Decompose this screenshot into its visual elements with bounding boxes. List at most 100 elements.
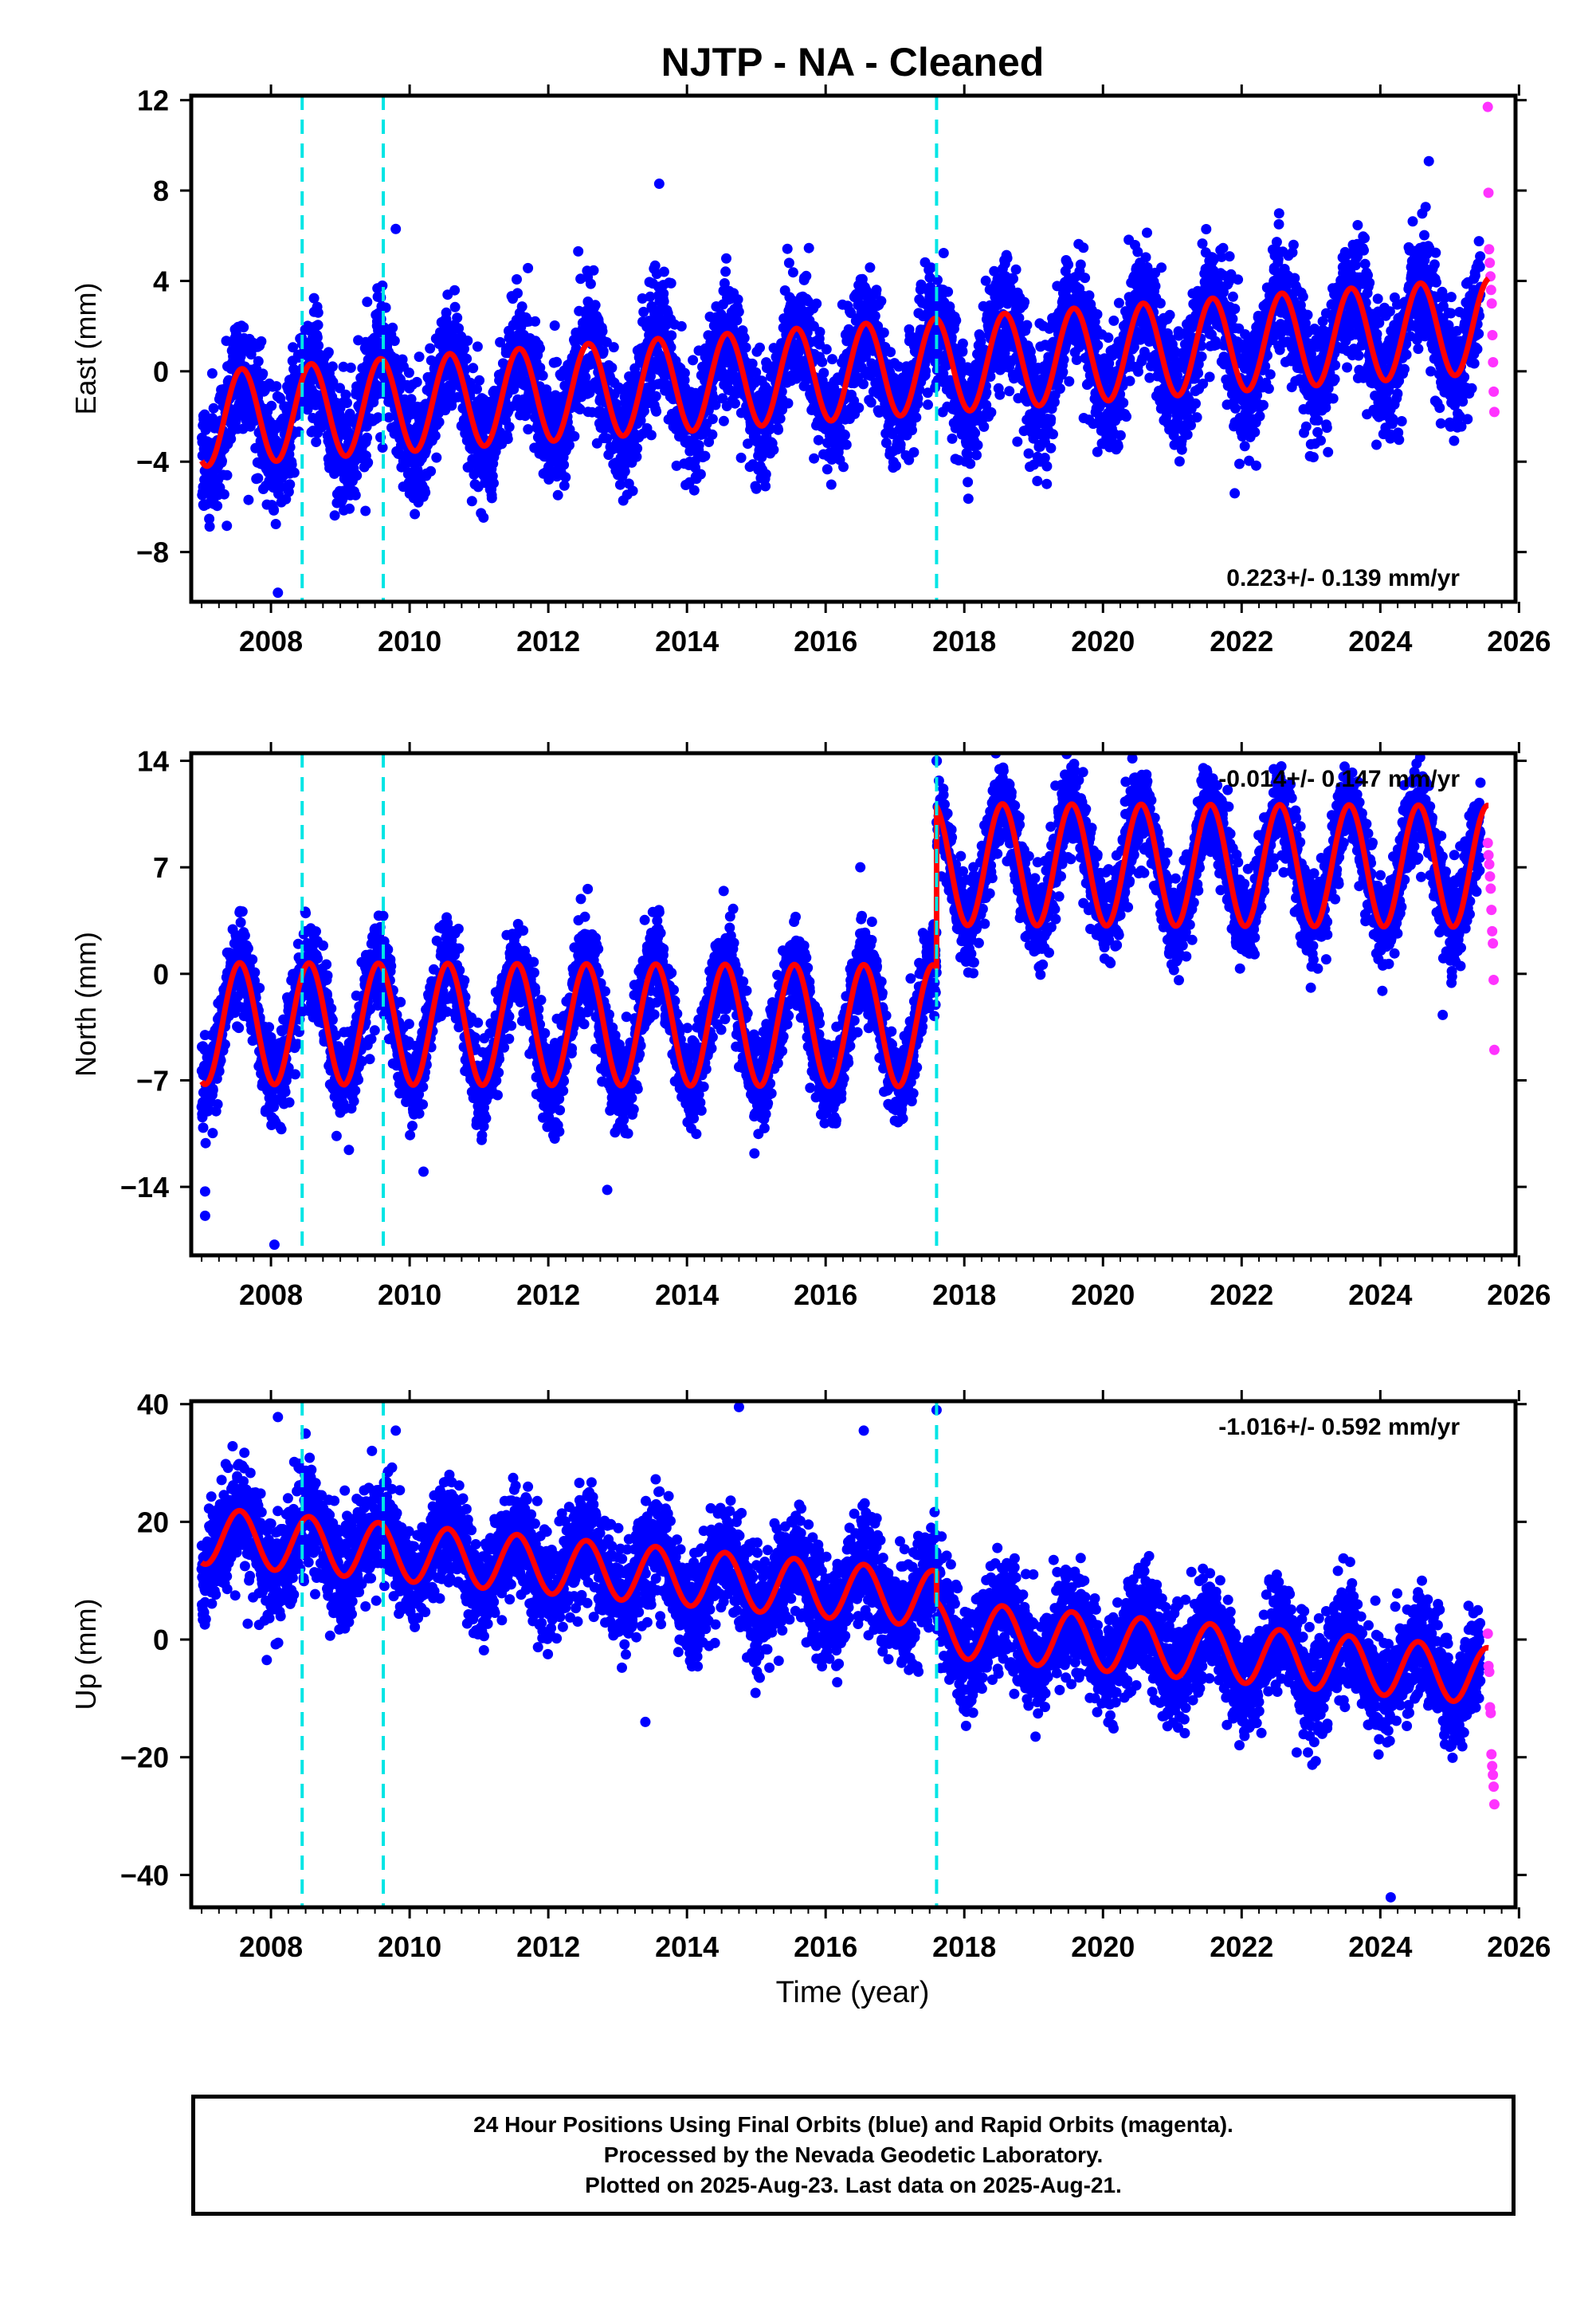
- data-point: [957, 338, 968, 349]
- data-point: [638, 306, 649, 317]
- data-point: [774, 413, 786, 424]
- data-point: [323, 347, 334, 358]
- data-point: [649, 260, 661, 271]
- data-point: [817, 356, 828, 367]
- data-point: [1032, 476, 1043, 486]
- data-point: [266, 400, 277, 411]
- data-point: [1103, 332, 1114, 344]
- data-point: [1045, 442, 1057, 454]
- data-point: [1064, 376, 1075, 387]
- data-point: [372, 412, 383, 423]
- data-point: [284, 479, 296, 490]
- data-point: [619, 466, 630, 477]
- data-point: [312, 320, 324, 331]
- data-point: [302, 404, 313, 415]
- data-point: [853, 403, 865, 414]
- data-point: [383, 412, 394, 423]
- data-point: [783, 257, 794, 269]
- data-point: [1196, 351, 1207, 362]
- data-point: [768, 444, 779, 455]
- data-point: [429, 430, 441, 442]
- data-point: [1048, 429, 1058, 440]
- data-point: [911, 412, 922, 423]
- data-point: [335, 383, 345, 394]
- data-point: [951, 315, 962, 326]
- data-point: [462, 336, 473, 346]
- data-point: [312, 332, 323, 343]
- data-point: [452, 312, 463, 324]
- data-point: [461, 353, 473, 364]
- data-point: [523, 424, 534, 435]
- data-point: [431, 452, 442, 463]
- data-point: [908, 447, 920, 457]
- data-point: [253, 355, 264, 367]
- data-point: [495, 336, 506, 348]
- data-point: [598, 346, 609, 357]
- data-point: [721, 253, 731, 264]
- data-point: [1054, 383, 1065, 395]
- data-point: [793, 348, 804, 359]
- data-point: [410, 509, 421, 520]
- data-point: [340, 389, 351, 400]
- data-point: [313, 340, 324, 351]
- data-point: [825, 479, 837, 490]
- data-point: [535, 362, 546, 373]
- data-point: [564, 440, 574, 450]
- data-point: [863, 288, 874, 299]
- data-point: [631, 451, 642, 462]
- plot-area-east: [197, 101, 1500, 599]
- data-point: [938, 368, 949, 379]
- data-point: [1041, 461, 1053, 472]
- data-point: [916, 279, 927, 290]
- data-point: [256, 336, 267, 347]
- data-point: [731, 315, 743, 326]
- data-point: [814, 327, 825, 337]
- data-point: [1133, 366, 1143, 377]
- data-point: [818, 367, 829, 379]
- data-point: [580, 371, 591, 383]
- data-point: [406, 394, 417, 405]
- data-point: [1022, 320, 1033, 331]
- data-point: [1019, 296, 1030, 308]
- data-point: [944, 375, 955, 386]
- data-point: [627, 485, 638, 497]
- data-point: [217, 455, 227, 466]
- data-point: [488, 477, 499, 489]
- data-point: [891, 460, 901, 471]
- data-point: [212, 501, 223, 512]
- data-point: [1118, 397, 1129, 408]
- data-point: [782, 398, 794, 409]
- data-point: [637, 293, 648, 304]
- data-point: [693, 440, 704, 450]
- data-point: [537, 370, 548, 381]
- data-point: [679, 367, 690, 379]
- data-point: [645, 430, 657, 441]
- data-point: [650, 391, 661, 402]
- data-point: [880, 438, 892, 449]
- data-point: [225, 434, 237, 445]
- data-point: [1080, 273, 1091, 284]
- data-point: [360, 505, 371, 516]
- data-point: [1121, 411, 1131, 422]
- data-point: [764, 423, 775, 434]
- data-point: [380, 302, 391, 313]
- data-point: [893, 361, 904, 372]
- data-point: [478, 512, 489, 523]
- data-point: [904, 454, 915, 465]
- data-point: [1155, 298, 1166, 308]
- data-point: [1108, 315, 1120, 326]
- data-point: [549, 320, 560, 331]
- data-point: [730, 398, 740, 409]
- data-point: [560, 472, 571, 483]
- data-point: [425, 343, 436, 354]
- data-point: [645, 291, 656, 302]
- data-point: [1156, 262, 1167, 273]
- data-point: [981, 387, 992, 399]
- data-point: [597, 326, 608, 337]
- data-point: [632, 443, 643, 454]
- data-point: [271, 381, 282, 392]
- data-point: [1071, 355, 1082, 365]
- data-point: [688, 485, 700, 496]
- data-point: [895, 439, 906, 450]
- data-point: [963, 477, 974, 488]
